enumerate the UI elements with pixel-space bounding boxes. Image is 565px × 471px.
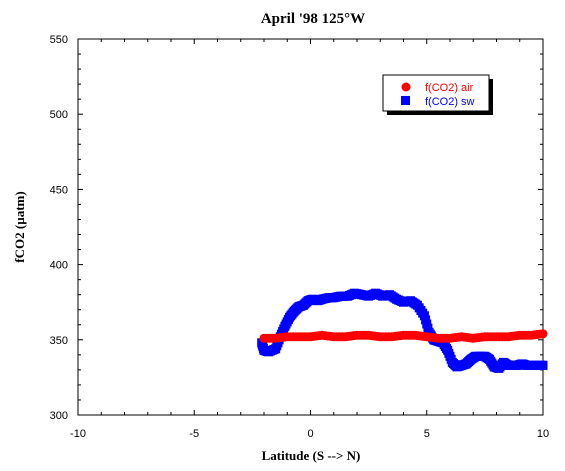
y-tick-label: 400 xyxy=(50,260,68,272)
legend-box xyxy=(382,74,490,112)
y-tick-label: 500 xyxy=(50,109,68,121)
tick-labels: -10 -5 0 5 10 300 350 400 450 500 550 xyxy=(50,34,549,440)
chart-title: April '98 125°W xyxy=(261,11,365,27)
legend-label-air: f(CO2) air xyxy=(425,82,474,94)
y-tick-label: 550 xyxy=(50,34,68,46)
data-point-air xyxy=(538,329,548,339)
x-tick-label: 5 xyxy=(424,428,430,440)
y-tick-label: 350 xyxy=(50,335,68,347)
legend-marker-sw xyxy=(401,96,410,105)
x-axis-label: Latitude (S --> N) xyxy=(262,448,361,463)
axis-ticks xyxy=(77,38,544,416)
x-tick-label: -10 xyxy=(70,428,86,440)
legend-label-sw: f(CO2) sw xyxy=(425,96,475,108)
series-layer xyxy=(257,288,548,373)
y-tick-label: 450 xyxy=(50,184,68,196)
legend-marker-air xyxy=(401,82,411,92)
data-point-sw xyxy=(538,360,548,370)
series-air xyxy=(259,329,548,343)
y-axis-label: fCO2 (µatm) xyxy=(12,191,27,262)
x-tick-label: -5 xyxy=(189,428,199,440)
legend: f(CO2) air f(CO2) sw xyxy=(382,74,493,115)
x-tick-label: 10 xyxy=(537,428,549,440)
y-tick-label: 300 xyxy=(50,410,68,422)
x-tick-label: 0 xyxy=(307,428,313,440)
series-sw xyxy=(257,288,548,373)
